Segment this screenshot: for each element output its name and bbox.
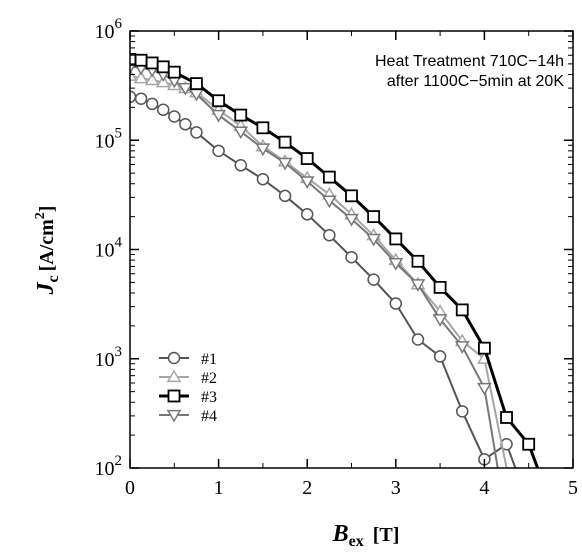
data-point-2-11	[322, 170, 336, 184]
data-point-3-14	[366, 233, 382, 247]
y-axis-label-main: J	[33, 281, 59, 295]
data-point-0-5	[179, 118, 192, 131]
x-axis-label-main: B	[332, 521, 349, 547]
data-point-0-13	[345, 250, 358, 264]
data-point-0-18	[456, 405, 469, 418]
data-point-3-9	[255, 143, 271, 157]
series-line-2	[130, 57, 540, 468]
data-point-2-15	[411, 254, 425, 268]
legend-marker-0	[167, 351, 181, 365]
data-point-2-16	[433, 280, 447, 294]
data-point-0-1	[134, 92, 148, 105]
data-point-2-6	[212, 94, 226, 108]
data-point-2-2	[145, 56, 159, 70]
data-point-3-11	[299, 176, 315, 189]
legend: #1 #2 #3 #4	[159, 351, 217, 425]
series-3	[130, 61, 499, 468]
data-point-0-15	[389, 297, 403, 310]
legend-marker-2	[167, 389, 181, 403]
data-point-3-19	[477, 382, 492, 396]
y-axis-label-sub: c	[45, 275, 62, 282]
series-line-0	[130, 95, 517, 468]
data-point-3-16	[410, 279, 426, 292]
y-axis-label-unit-end: ]	[36, 206, 58, 213]
plot-area	[130, 52, 540, 468]
data-point-0-12	[323, 229, 336, 242]
data-point-1-1	[133, 70, 149, 84]
data-point-2-4	[167, 65, 181, 79]
data-point-0-11	[300, 208, 314, 221]
legend-label-2: #3	[201, 389, 217, 406]
data-point-0-10	[278, 189, 292, 203]
annotation-line-1: Heat Treatment 710C−14h	[375, 53, 564, 70]
data-point-0-4	[168, 110, 181, 123]
annotation-line-2: after 1100C−5min at 20K	[387, 73, 564, 90]
y-tick-label-100: 102	[95, 453, 123, 480]
x-tick-label-3: 3	[391, 477, 401, 499]
data-point-0-3	[156, 103, 170, 117]
data-point-2-20	[522, 437, 536, 451]
data-point-3-8	[233, 126, 249, 140]
data-point-2-7	[234, 108, 248, 122]
data-point-3-10	[277, 157, 293, 171]
legend-marker-1	[166, 369, 182, 383]
y-axis-label: Jc [A/cm2]	[33, 206, 62, 296]
series-layer	[130, 52, 540, 468]
series-line-1	[130, 74, 508, 468]
data-point-0-16	[411, 333, 425, 346]
data-point-2-3	[156, 60, 170, 74]
data-point-2-17	[455, 303, 469, 317]
data-point-0-9	[256, 172, 270, 186]
y-tick-label-10000: 104	[95, 235, 123, 262]
data-point-2-10	[300, 152, 314, 165]
data-point-0-17	[433, 350, 447, 363]
legend-label-3: #4	[201, 408, 217, 425]
data-point-3-13	[344, 213, 359, 227]
data-point-2-18	[477, 341, 491, 355]
data-point-0-14	[367, 273, 380, 286]
y-tick-label-100000: 105	[95, 125, 123, 152]
data-point-3-7	[211, 109, 226, 123]
data-point-0-8	[234, 159, 247, 172]
data-point-2-14	[389, 232, 403, 246]
data-point-2-5	[190, 77, 203, 91]
x-axis-label: Bex [T]	[332, 521, 400, 550]
legend-marker-3	[166, 409, 182, 423]
x-tick-label-4: 4	[479, 477, 489, 499]
data-point-0-6	[190, 126, 203, 139]
y-tick-label-1000: 103	[95, 344, 123, 371]
x-tick-label-0: 0	[125, 477, 135, 499]
data-point-3-5	[178, 82, 193, 96]
legend-label-0: #1	[201, 351, 217, 368]
x-axis-label-unit: [T]	[373, 524, 400, 546]
y-axis-label-unit-sup: 2	[33, 212, 48, 219]
data-point-2-12	[345, 189, 358, 203]
x-tick-label-2: 2	[302, 477, 312, 499]
y-axis-label-unit: [A/cm	[36, 219, 58, 272]
y-tick-label-1000000: 106	[95, 16, 123, 43]
data-point-2-1	[134, 53, 148, 67]
data-point-3-15	[388, 257, 404, 271]
data-point-3-12	[321, 195, 337, 209]
data-point-3-18	[454, 341, 470, 354]
data-point-2-8	[256, 121, 270, 135]
legend-label-1: #2	[201, 370, 217, 387]
x-axis-label-sub: ex	[349, 533, 364, 550]
series-2	[130, 52, 540, 468]
data-point-0-2	[145, 97, 159, 111]
ticks-layer: 0 1 2 3 4 5 102 103 104 105 106	[95, 16, 579, 499]
series-0	[130, 90, 517, 468]
data-point-2-9	[278, 135, 292, 149]
data-point-2-13	[367, 210, 381, 224]
x-tick-label-1: 1	[214, 477, 224, 499]
x-tick-label-5: 5	[568, 477, 578, 499]
data-point-1-2	[144, 72, 160, 86]
data-point-0-7	[212, 144, 225, 158]
series-1	[130, 68, 508, 468]
data-point-3-17	[432, 314, 448, 327]
data-point-2-19	[500, 411, 513, 424]
